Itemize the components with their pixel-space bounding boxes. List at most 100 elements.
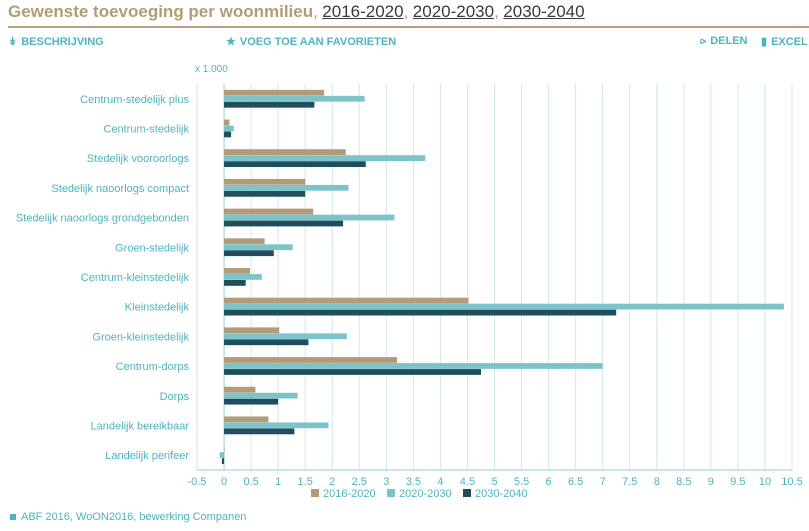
bar	[224, 184, 349, 191]
x-tick-label: 7	[600, 476, 606, 488]
share-icon: ⪧	[700, 35, 707, 47]
toolbar: ↡ BESCHRIJVING ★ VOEG TOE AAN FAVORIETEN ⪧…	[0, 35, 809, 49]
period-link-2030-2040[interactable]: 2030-2040	[503, 2, 585, 21]
legend-label: 2020-2030	[399, 488, 452, 500]
bar	[224, 190, 306, 197]
chevron-double-down-icon: ↡	[8, 36, 18, 48]
bar	[224, 297, 469, 304]
description-button[interactable]: ↡ BESCHRIJVING	[8, 35, 104, 48]
period-link-2016-2020[interactable]: 2016-2020	[322, 2, 404, 21]
bar	[224, 149, 346, 156]
star-icon: ★	[226, 36, 236, 48]
x-tick-label: 9.5	[730, 476, 745, 488]
x-tick-label: 4.5	[460, 476, 475, 488]
x-tick-label: 4	[437, 476, 443, 488]
category-label: Stedelijk naoorlogs compact	[51, 183, 189, 195]
bar	[224, 244, 293, 251]
legend-swatch	[311, 489, 319, 497]
bar	[224, 333, 347, 340]
bar	[224, 392, 298, 399]
favorite-button[interactable]: ★ VOEG TOE AAN FAVORIETEN	[226, 35, 396, 48]
bar	[224, 339, 309, 346]
bar	[219, 452, 225, 458]
category-label: Groen-stedelijk	[115, 242, 189, 254]
category-label: Centrum-dorps	[116, 361, 190, 373]
x-tick-label: 6.5	[568, 476, 583, 488]
x-tick-label: -0.5	[188, 476, 207, 488]
x-tick-label: 8.5	[676, 476, 691, 488]
bar	[224, 161, 366, 168]
x-tick-label: 6	[546, 476, 552, 488]
source-square-icon	[10, 514, 16, 520]
x-tick-label: 0	[221, 476, 227, 488]
x-tick-label: 10.5	[781, 476, 802, 488]
favorite-label: VOEG TOE AAN FAVORIETEN	[239, 36, 397, 48]
category-label: Dorps	[160, 391, 190, 403]
title-separator: ,	[403, 2, 409, 21]
bar	[224, 386, 256, 393]
x-tick-label: 5	[491, 476, 497, 488]
bar	[224, 268, 251, 274]
bar	[224, 178, 306, 185]
category-label: Landelijk bereikbaar	[91, 420, 190, 432]
x-tick-label: 1	[275, 476, 281, 488]
bar	[224, 446, 225, 452]
title-bar: Gewenste toevoeging per woonmilieu, 2016…	[8, 2, 809, 28]
category-label: Kleinstedelijk	[125, 302, 190, 314]
category-label: Stedelijk naoorlogs grondgebonden	[16, 213, 189, 225]
bar	[224, 125, 234, 132]
excel-button[interactable]: ▮ EXCEL	[761, 35, 808, 48]
unit-label: x 1.000	[195, 64, 228, 75]
bar	[224, 422, 329, 429]
title-separator: ,	[494, 2, 499, 21]
bar	[224, 280, 246, 286]
excel-icon: ▮	[761, 36, 768, 48]
x-tick-label: 5.5	[514, 476, 529, 488]
source-note: ABF 2016, WoON2016, bewerking Companen	[10, 511, 246, 523]
legend-label: 2016-2020	[323, 488, 376, 500]
category-label: Stedelijk vooroorlogs	[87, 153, 190, 165]
bar	[224, 309, 617, 316]
bar	[224, 357, 398, 363]
bar	[224, 101, 315, 108]
bar	[224, 369, 481, 375]
x-tick-label: 3	[383, 476, 389, 488]
title-separator: ,	[313, 2, 318, 21]
bar	[224, 428, 295, 435]
bar	[224, 208, 314, 215]
bar	[224, 274, 262, 280]
bar	[221, 458, 225, 464]
x-tick-label: 8	[654, 476, 660, 488]
bar	[224, 214, 395, 221]
share-button[interactable]: ⪧ DELEN	[700, 35, 748, 48]
bar	[224, 363, 603, 369]
bar	[224, 303, 784, 310]
legend-label: 2030-2040	[475, 488, 528, 500]
bar	[224, 398, 279, 405]
bar	[224, 95, 365, 102]
bar	[224, 327, 280, 334]
x-tick-label: 1.5	[298, 476, 313, 488]
bar	[224, 220, 344, 227]
bar	[224, 131, 232, 138]
category-label: Groen-kleinstedelijk	[92, 331, 189, 343]
legend-swatch	[387, 489, 395, 497]
x-tick-label: 10	[759, 476, 771, 488]
bar	[224, 119, 230, 126]
category-label: Centrum-kleinstedelijk	[81, 272, 190, 284]
period-link-2020-2030[interactable]: 2020-2030	[412, 2, 495, 21]
category-label: Landelijk perifeer	[105, 450, 189, 462]
x-tick-label: 9	[708, 476, 714, 488]
source-text: ABF 2016, WoON2016, bewerking Companen	[21, 511, 247, 523]
bar	[224, 250, 274, 257]
bar	[224, 416, 269, 423]
bar	[224, 155, 426, 162]
x-tick-label: 2	[329, 476, 335, 488]
category-label: Centrum-stedelijk	[103, 124, 189, 136]
x-tick-label: 3.5	[406, 476, 421, 488]
excel-label: EXCEL	[771, 36, 808, 48]
share-label: DELEN	[710, 35, 748, 47]
description-label: BESCHRIJVING	[21, 36, 104, 48]
bar	[224, 238, 265, 245]
